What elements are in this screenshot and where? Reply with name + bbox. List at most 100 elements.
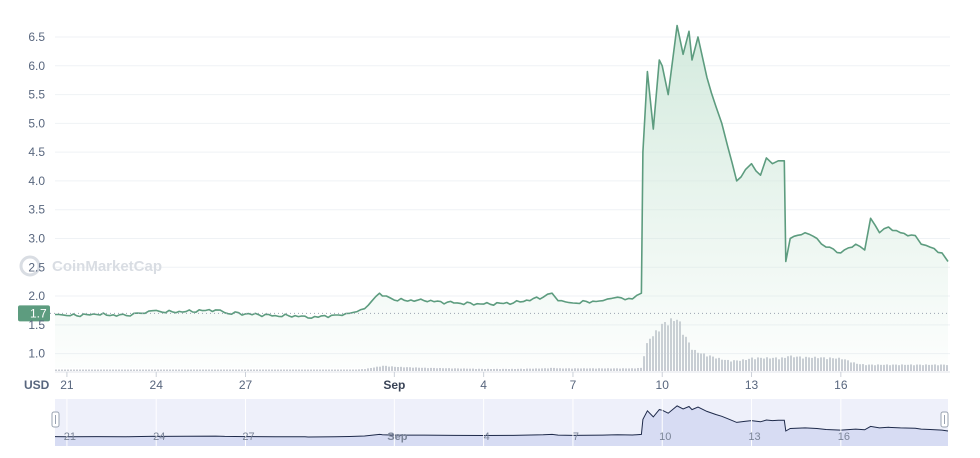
volume-bar	[91, 369, 93, 371]
price-line	[55, 24, 949, 319]
volume-bar	[226, 369, 228, 371]
volume-bar	[544, 368, 546, 371]
volume-bar	[505, 368, 507, 371]
volume-bar	[625, 368, 627, 371]
volume-bar	[76, 369, 78, 371]
x-tick-label: Sep	[383, 378, 405, 392]
volume-bar	[637, 368, 639, 371]
volume-bar	[865, 365, 867, 371]
volume-bar	[445, 368, 447, 371]
volume-bar	[541, 368, 543, 371]
volume-bar	[367, 368, 369, 371]
volume-bar	[55, 369, 57, 371]
volume-bar	[604, 368, 606, 371]
x-tick-label: 4	[480, 378, 487, 392]
navigator-tick-label: Sep	[387, 431, 407, 443]
volume-bar	[385, 365, 387, 371]
volume-bar	[343, 369, 345, 371]
volume-bar	[304, 369, 306, 371]
volume-bar	[466, 368, 468, 371]
y-tick-label: 3.0	[28, 231, 45, 245]
volume-bar	[601, 368, 603, 371]
volume-bar	[490, 368, 492, 371]
navigator-right-handle[interactable]	[940, 411, 949, 428]
y-tick-label: 1.5	[28, 318, 45, 332]
range-navigator[interactable]: 21 24 27 Sep 4 7 10 13 16	[51, 399, 949, 446]
navigator-tick-label: 13	[748, 431, 760, 443]
volume-bar	[451, 368, 453, 371]
volume-bar	[322, 369, 324, 371]
volume-bar	[424, 367, 426, 371]
volume-bar	[382, 365, 384, 371]
navigator-left-handle[interactable]	[51, 411, 60, 428]
volume-bar	[235, 369, 237, 371]
volume-bar	[517, 368, 519, 371]
volume-bar	[898, 365, 900, 371]
volume-bar	[376, 366, 378, 371]
x-axis: 21 24 27 Sep 4 7 10 13 16	[60, 372, 848, 392]
volume-bar	[241, 369, 243, 371]
coinmarketcap-logo-icon	[19, 255, 41, 277]
y-tick-label: 1.0	[28, 347, 45, 361]
volume-bar	[181, 369, 183, 371]
x-tick-label: 27	[239, 378, 253, 392]
y-tick-label: 6.5	[28, 30, 45, 44]
volume-bar	[568, 368, 570, 371]
volume-bar	[262, 369, 264, 371]
volume-bar	[454, 368, 456, 371]
navigator-tick-label: 10	[659, 431, 671, 443]
volume-bar	[412, 367, 414, 371]
volume-bar	[577, 368, 579, 371]
volume-bar	[598, 368, 600, 371]
volume-bar	[82, 369, 84, 371]
navigator-area	[55, 405, 948, 446]
volume-bar	[496, 368, 498, 371]
volume-bar	[274, 369, 276, 371]
volume-bar	[397, 367, 399, 371]
volume-bar	[316, 369, 318, 371]
volume-bar	[391, 366, 393, 371]
volume-bar	[427, 368, 429, 371]
volume-bar	[94, 369, 96, 371]
volume-bar	[571, 368, 573, 371]
volume-bar	[346, 369, 348, 371]
volume-bar	[373, 367, 375, 371]
volume-bar	[208, 369, 210, 371]
y-tick-label: 3.5	[28, 203, 45, 217]
volume-bar	[142, 369, 144, 371]
volume-bar	[475, 368, 477, 371]
volume-bar	[532, 368, 534, 371]
volume-bar	[436, 368, 438, 371]
volume-bar	[508, 369, 510, 371]
volume-bar	[538, 368, 540, 371]
navigator-tick-label: 4	[484, 431, 490, 443]
volume-bar	[307, 369, 309, 371]
volume-bar	[223, 369, 225, 371]
volume-bar	[640, 367, 642, 371]
volume-bar	[529, 368, 531, 371]
current-price-label: 1.7	[30, 306, 47, 320]
volume-bar	[556, 368, 558, 371]
volume-bar	[259, 369, 261, 371]
volume-bar	[79, 369, 81, 371]
volume-bar	[340, 369, 342, 371]
volume-bar	[73, 369, 75, 371]
volume-bar	[211, 369, 213, 371]
volume-bar	[133, 369, 135, 371]
volume-bar	[97, 369, 99, 371]
volume-bar	[232, 369, 234, 371]
volume-bar	[61, 369, 63, 371]
volume-bar	[499, 369, 501, 371]
volume-bar	[406, 367, 408, 371]
y-tick-label: 2.5	[28, 260, 45, 274]
volume-bar	[565, 368, 567, 371]
volume-bar	[247, 369, 249, 371]
volume-bar	[100, 369, 102, 371]
volume-bar	[433, 367, 435, 371]
volume-bar	[622, 368, 624, 371]
y-tick-label: 6.0	[28, 59, 45, 73]
volume-bar	[535, 368, 537, 371]
volume-bar	[136, 369, 138, 371]
volume-bar	[238, 369, 240, 371]
x-tick-label: 13	[745, 378, 759, 392]
